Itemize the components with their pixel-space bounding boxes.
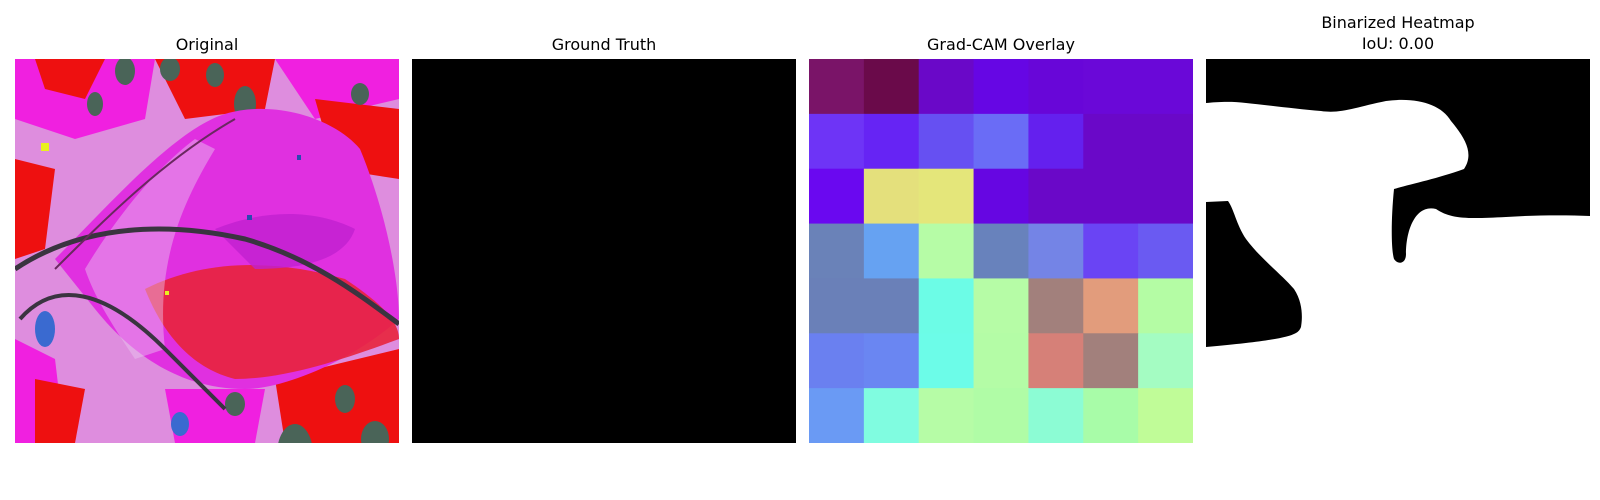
gradcam-cell-r5-c1 [863, 333, 920, 389]
gradcam-cell-r1-c3 [973, 113, 1029, 170]
gradcam-cell-r6-c0 [809, 388, 865, 443]
gradcam-cell-r1-c2 [918, 113, 975, 170]
gradcam-cell-r0-c0 [809, 59, 865, 115]
gradcam-cell-r6-c2 [918, 388, 975, 443]
gradcam-cell-r2-c2 [918, 168, 975, 225]
panel-title-original: Original [175, 35, 239, 54]
gradcam-cell-r0-c2 [918, 59, 975, 115]
gradcam-cell-r0-c6 [1138, 59, 1193, 115]
gradcam-cell-r6-c3 [973, 388, 1029, 443]
gradcam-cell-r3-c4 [1028, 223, 1084, 279]
gradcam-cell-r5-c6 [1138, 333, 1193, 389]
panel-title-binarized-heatmap-label: Binarized Heatmap [1321, 13, 1475, 32]
gradcam-cell-r2-c1 [863, 168, 920, 225]
gradcam-cell-r0-c5 [1083, 59, 1139, 115]
gradcam-cell-r3-c2 [918, 223, 975, 279]
gradcam-cell-r2-c4 [1028, 168, 1084, 225]
gradcam-cell-r5-c3 [973, 333, 1029, 389]
original-image-drawing [15, 59, 399, 443]
gradcam-cell-r3-c1 [863, 223, 920, 279]
gradcam-cell-r1-c0 [809, 113, 865, 170]
binarized-heatmap-drawing [1206, 59, 1590, 443]
gradcam-cell-r1-c1 [863, 113, 920, 170]
gradcam-cell-r5-c5 [1083, 333, 1139, 389]
gradcam-cell-r3-c0 [809, 223, 865, 279]
ground-truth-mask [412, 59, 796, 443]
gradcam-cell-r4-c4 [1028, 278, 1084, 334]
gradcam-cell-r6-c5 [1083, 388, 1139, 443]
gradcam-cell-r6-c1 [863, 388, 920, 443]
gradcam-cell-r1-c6 [1138, 113, 1193, 170]
gradcam-cell-r1-c5 [1083, 113, 1139, 170]
gradcam-cell-r6-c6 [1138, 388, 1193, 443]
gradcam-cell-r3-c6 [1138, 223, 1193, 279]
gradcam-cell-r2-c3 [973, 168, 1029, 225]
gradcam-cell-r6-c4 [1028, 388, 1084, 443]
gradcam-cell-r4-c5 [1083, 278, 1139, 334]
iou-score: IoU: 0.00 [1361, 34, 1435, 53]
gradcam-cell-r3-c5 [1083, 223, 1139, 279]
gradcam-cell-r4-c2 [918, 278, 975, 334]
gradcam-cell-r0-c1 [863, 59, 920, 115]
gradcam-cell-r3-c3 [973, 223, 1029, 279]
gradcam-cell-r4-c3 [973, 278, 1029, 334]
gradcam-cell-r4-c6 [1138, 278, 1193, 334]
gradcam-cell-r5-c2 [918, 333, 975, 389]
gradcam-cell-r5-c4 [1028, 333, 1084, 389]
panel-title-binarized-heatmap: Binarized Heatmap IoU: 0.00 [1206, 12, 1590, 54]
gradcam-heatmap-grid [809, 59, 1193, 443]
gradcam-cell-r4-c1 [863, 278, 920, 334]
binarized-heatmap [1206, 59, 1590, 443]
gradcam-cell-r0-c3 [973, 59, 1029, 115]
gradcam-cell-r2-c5 [1083, 168, 1139, 225]
panel-title-gradcam-overlay: Grad-CAM Overlay [927, 35, 1075, 54]
original-image [15, 59, 399, 443]
gradcam-cell-r5-c0 [809, 333, 865, 389]
gradcam-cell-r4-c0 [809, 278, 865, 334]
gradcam-overlay [809, 59, 1193, 443]
panel-title-ground-truth: Ground Truth [551, 35, 657, 54]
gradcam-cell-r1-c4 [1028, 113, 1084, 170]
gradcam-cell-r0-c4 [1028, 59, 1084, 115]
gradcam-cell-r2-c6 [1138, 168, 1193, 225]
gradcam-cell-r2-c0 [809, 168, 865, 225]
